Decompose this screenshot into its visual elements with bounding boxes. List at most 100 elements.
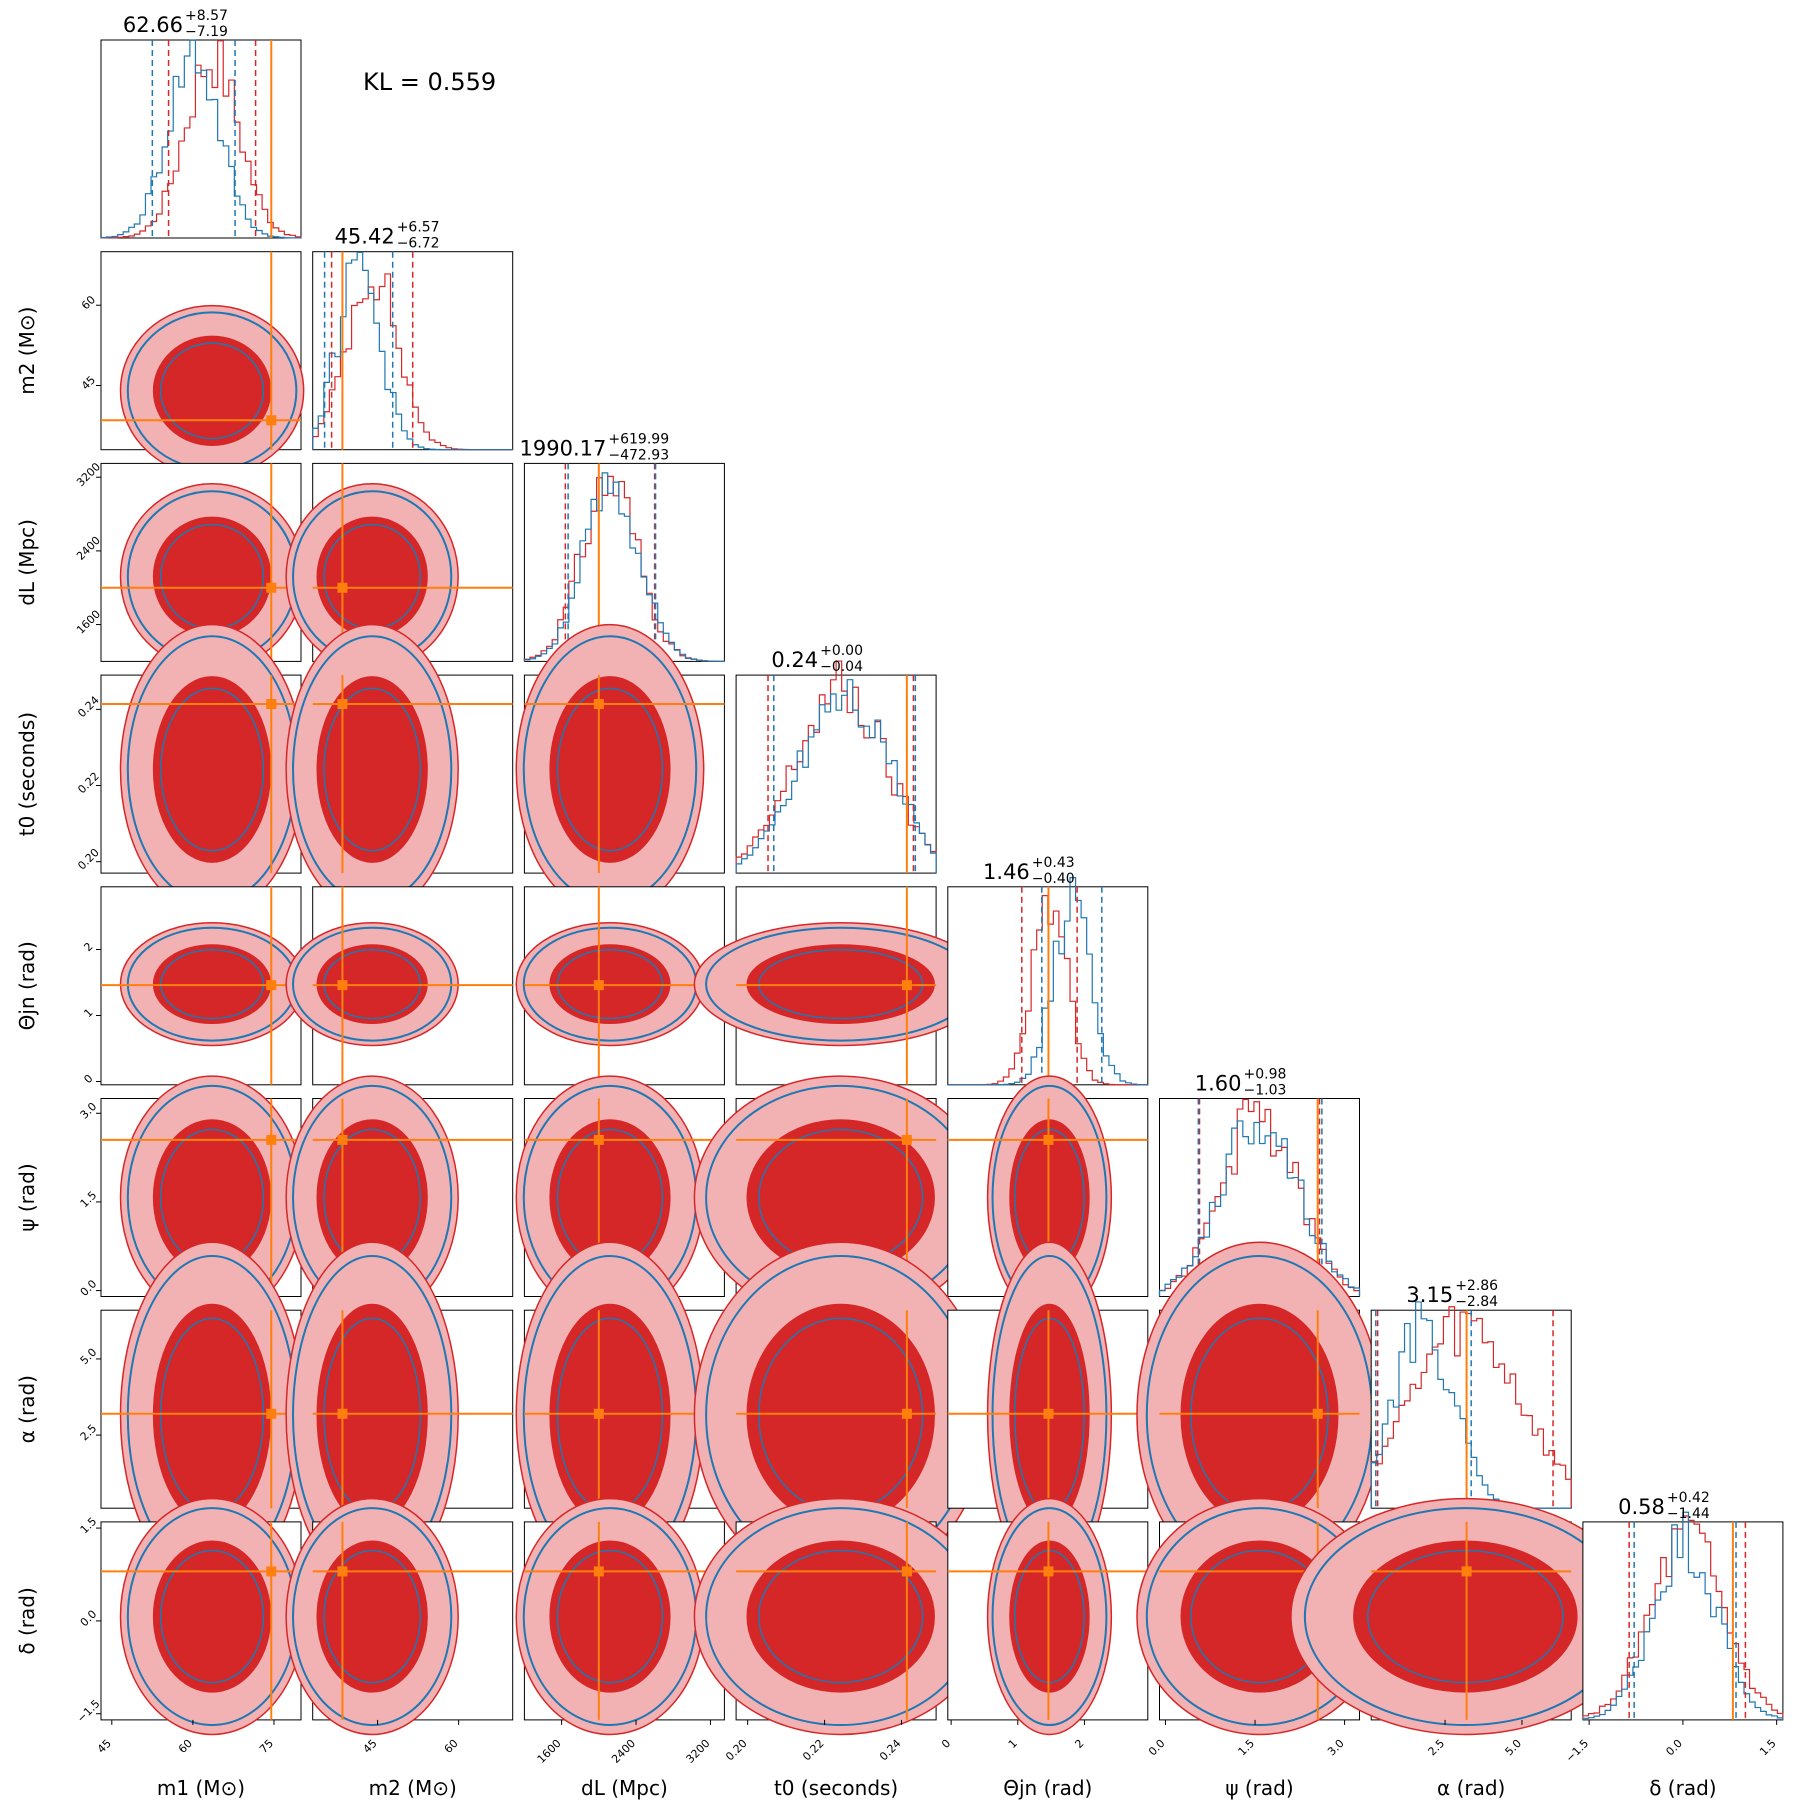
x-tick-label-theta-jn: 0 [939, 1737, 953, 1751]
y-tick-label-delta: 1.5 [78, 1515, 100, 1537]
truth-marker [266, 415, 277, 426]
truth-marker [266, 1566, 277, 1577]
marginal-title-plus: +0.98 [1244, 1067, 1287, 1083]
y-tick-label-t0: 0.24 [75, 694, 102, 721]
density-contour-inner [152, 1303, 272, 1527]
truth-marker [337, 1408, 348, 1419]
x-tick-label-m1: 75 [257, 1737, 276, 1756]
density-contour-inner [549, 1540, 671, 1693]
marginal-title-plus: +2.86 [1455, 1278, 1498, 1294]
truth-marker [1312, 1408, 1323, 1419]
density-contour-reference-inner [758, 1549, 924, 1684]
y-tick-label-t0: 0.22 [75, 770, 102, 797]
histogram-line [1158, 1120, 1361, 1297]
x-axis-label-delta: δ (rad) [1649, 1776, 1716, 1800]
density-contour-reference [292, 1507, 453, 1727]
x-axis-label-psi: ψ (rad) [1225, 1776, 1293, 1800]
y-tick-label-psi: 3.0 [78, 1100, 100, 1122]
truth-marker [337, 699, 348, 710]
histogram-line [947, 877, 1149, 1086]
histogram-line [100, 39, 302, 239]
y-axis-label-delta: δ (rad) [15, 1587, 39, 1654]
x-tick-label-t0: 0.24 [877, 1737, 904, 1764]
y-tick-label-psi: 0.0 [78, 1277, 100, 1299]
marginal-title-minus: −1.44 [1667, 1506, 1710, 1522]
marginal-title-minus: −7.19 [185, 24, 228, 40]
y-tick-label-m2: 45 [79, 373, 98, 392]
marginal-title-minus: −0.04 [820, 659, 863, 675]
x-tick-label-alpha: 2.5 [1426, 1737, 1448, 1759]
density-contour-reference-inner [323, 1549, 422, 1684]
truth-marker [1461, 1566, 1472, 1577]
truth-marker [901, 1408, 912, 1419]
truth-marker [593, 980, 604, 991]
y-tick-label-theta-jn: 0 [81, 1072, 95, 1086]
truth-marker [266, 980, 277, 991]
y-tick-label-theta-jn: 1 [81, 1006, 95, 1020]
density-contour-reference-inner [556, 687, 664, 852]
x-tick-label-dl: 3200 [684, 1737, 713, 1766]
marginal-title-plus: +619.99 [608, 431, 669, 447]
density-contour-inner [316, 516, 428, 637]
truth-marker [901, 980, 912, 991]
truth-marker [593, 1134, 604, 1145]
x-tick-label-t0: 0.22 [800, 1737, 827, 1764]
x-tick-label-psi: 1.5 [1236, 1737, 1258, 1759]
histogram-line [1370, 1306, 1572, 1509]
y-tick-label-delta: −1.5 [74, 1697, 102, 1725]
marginal-title-minus: −1.03 [1244, 1083, 1287, 1099]
y-axis-label-dl: dL (Mpc) [15, 519, 39, 606]
x-tick-label-delta: 0.0 [1663, 1737, 1685, 1759]
truth-marker [337, 1134, 348, 1145]
corner-labels: 62.66 +8.57−7.19 45.42 +6.57−6.72 1990.17 +61… [15, 8, 1779, 1800]
truth-marker [337, 582, 348, 593]
density-contour-reference-inner [160, 687, 265, 852]
marginal-title: 1990.17 [520, 436, 607, 460]
y-axis-label-alpha: α (rad) [15, 1375, 39, 1443]
x-tick-label-theta-jn: 2 [1072, 1737, 1086, 1751]
x-tick-label-alpha: 5.0 [1503, 1737, 1525, 1759]
truth-marker [1043, 1408, 1054, 1419]
density-contour-inner [152, 335, 272, 446]
marginal-title-plus: +6.57 [397, 220, 440, 236]
histogram-line [523, 472, 725, 662]
x-tick-label-psi: 3.0 [1325, 1737, 1347, 1759]
density-contour-inner [152, 516, 272, 637]
density-contour-inner [746, 1540, 935, 1693]
truth-marker [337, 1566, 348, 1577]
truth-marker [593, 1408, 604, 1419]
truth-marker [337, 980, 348, 991]
truth-marker [593, 699, 604, 710]
density-contour-reference-inner [160, 342, 265, 440]
x-axis-label-m2: m2 (M⊙) [369, 1776, 457, 1800]
x-tick-label-dl: 1600 [535, 1737, 564, 1766]
truth-marker [266, 1408, 277, 1419]
marginal-title-plus: +0.42 [1667, 1490, 1710, 1506]
density-contour-inner [152, 1540, 272, 1693]
marginal-title: 62.66 [123, 13, 183, 37]
panel-frame [1370, 1309, 1572, 1509]
density-contour-inner [316, 1303, 428, 1527]
marginal-title-minus: −472.93 [608, 447, 669, 463]
x-tick-label-theta-jn: 1 [1006, 1737, 1020, 1751]
x-tick-label-m1: 60 [176, 1737, 195, 1756]
x-tick-label-dl: 2400 [609, 1737, 638, 1766]
density-contour-reference-inner [323, 687, 422, 852]
histogram-line [312, 251, 513, 451]
histogram-line [735, 679, 937, 874]
corner-panels [100, 39, 1784, 1736]
x-axis-label-t0: t0 (seconds) [774, 1776, 898, 1800]
x-axis-label-alpha: α (rad) [1437, 1776, 1505, 1800]
y-tick-label-dl: 2400 [74, 534, 103, 563]
truth-marker [1043, 1566, 1054, 1577]
marginal-title: 1.46 [983, 860, 1030, 884]
x-tick-label-m2: 45 [361, 1737, 380, 1756]
marginal-title-minus: −6.72 [397, 236, 440, 252]
density-contour-inner [549, 1303, 671, 1527]
density-contour-inner [1353, 1540, 1578, 1693]
x-tick-label-m1: 45 [95, 1737, 114, 1756]
marginal-title: 3.15 [1406, 1283, 1453, 1307]
marginal-title-plus: +0.00 [820, 643, 863, 659]
density-contour-inner [316, 1540, 428, 1693]
